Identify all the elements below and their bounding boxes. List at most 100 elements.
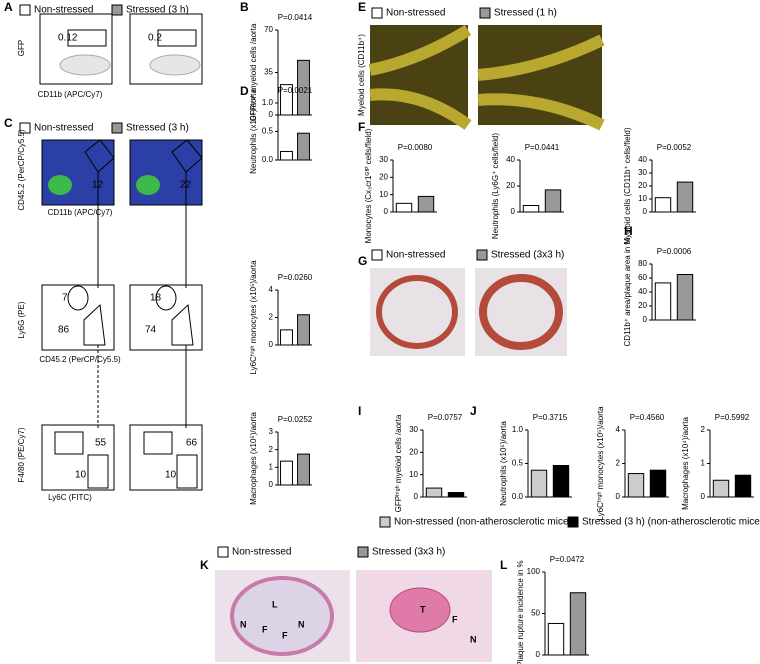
y-tick-label: 0 bbox=[511, 207, 516, 216]
y-axis-label: Plaque rupture incidence in % bbox=[516, 560, 525, 664]
y-tick-label: 0 bbox=[269, 480, 274, 489]
gate bbox=[157, 29, 197, 47]
panel-letter: C bbox=[4, 116, 13, 130]
vessel-wall bbox=[230, 576, 334, 656]
legend-swatch bbox=[19, 122, 31, 134]
bar bbox=[569, 592, 587, 656]
legend-swatch bbox=[476, 249, 488, 261]
legend-swatch bbox=[111, 122, 123, 134]
y-tick-label: 40 bbox=[506, 155, 515, 164]
bar bbox=[297, 59, 310, 116]
p-value: P=0.0252 bbox=[278, 415, 313, 424]
gate-value: 66 bbox=[186, 438, 198, 449]
bar bbox=[297, 132, 310, 161]
legend-label: Stressed (3 h) (non-atherosclerotic mice… bbox=[582, 517, 760, 528]
bar bbox=[297, 453, 310, 486]
bar bbox=[676, 181, 694, 213]
y-tick-label: 0 bbox=[414, 492, 419, 501]
bar bbox=[712, 479, 730, 498]
flow-axis-label: CD45.2 (PerCP/Cy5.5) bbox=[39, 355, 121, 364]
flow-axis-label: CD11b (APC/Cy7) bbox=[38, 90, 103, 99]
gate-value: 86 bbox=[58, 325, 70, 336]
image-label: Myeloid cells (CD11b⁺) bbox=[357, 34, 366, 116]
y-tick-label: 40 bbox=[638, 155, 647, 164]
y-axis-label: Neutrophils (x10⁵)/aorta bbox=[249, 89, 258, 174]
y-tick-label: 30 bbox=[379, 155, 388, 164]
y-tick-label: 0.5 bbox=[262, 127, 274, 136]
bar bbox=[280, 329, 293, 346]
y-axis-label: Monocytes (Cx₃cr1ᴳᶠᴾ cells/field) bbox=[364, 128, 373, 243]
gate-value: 0.2 bbox=[148, 33, 162, 44]
panel-letter: L bbox=[500, 558, 507, 572]
flow-axis-label: CD45.2 (PerCP/Cy5.5) bbox=[17, 129, 26, 211]
gate bbox=[67, 29, 107, 47]
bar bbox=[544, 189, 562, 213]
y-axis-label: Myeloid cells (CD11b⁺ cells/field) bbox=[623, 127, 632, 244]
legend-label: Stressed (3 h) bbox=[126, 5, 189, 16]
histology-label: T bbox=[420, 604, 426, 614]
y-tick-label: 100 bbox=[527, 567, 541, 576]
gate-value: 12 bbox=[92, 180, 104, 191]
bar bbox=[734, 474, 752, 498]
y-axis-label: Neutrophils (Ly6G⁺ cells/field) bbox=[491, 133, 500, 240]
legend-label: Stressed (1 h) bbox=[494, 8, 557, 19]
contour bbox=[59, 54, 111, 76]
y-axis-label: Macrophages (x10⁵)/aorta bbox=[249, 412, 258, 505]
histology-image bbox=[475, 268, 567, 356]
y-tick-label: 4 bbox=[616, 425, 621, 434]
y-tick-label: 0 bbox=[269, 110, 274, 119]
y-tick-label: 2 bbox=[269, 445, 274, 454]
legend-swatch bbox=[19, 4, 31, 16]
legend-swatch bbox=[567, 516, 579, 528]
p-value: P=0.4560 bbox=[630, 413, 665, 422]
histology-label: N bbox=[470, 634, 477, 644]
y-tick-label: 20 bbox=[409, 447, 418, 456]
panel-letter: J bbox=[470, 404, 477, 418]
y-tick-label: 50 bbox=[531, 609, 540, 618]
p-value: P=0.5992 bbox=[715, 413, 750, 422]
histology-label: N bbox=[240, 619, 247, 629]
panel-letter: D bbox=[240, 84, 249, 98]
y-axis-label: Macrophages (x10⁴)/aorta bbox=[681, 417, 690, 510]
flow-axis-label: GFP bbox=[17, 40, 26, 56]
panel-letter: K bbox=[200, 558, 209, 572]
bar bbox=[522, 205, 540, 213]
bar bbox=[417, 195, 435, 213]
panel-letter: I bbox=[358, 404, 361, 418]
bar bbox=[280, 460, 293, 486]
flow-axis-label: CD11b (APC/Cy7) bbox=[48, 208, 113, 217]
p-value: P=0.0260 bbox=[278, 273, 313, 282]
bar bbox=[447, 492, 465, 498]
bar bbox=[530, 469, 548, 498]
legend-label: Stressed (3 h) bbox=[126, 123, 189, 134]
bar bbox=[627, 473, 645, 498]
y-tick-label: 1.0 bbox=[512, 425, 524, 434]
y-tick-label: 20 bbox=[638, 181, 647, 190]
y-tick-label: 10 bbox=[638, 194, 647, 203]
histology-label: F bbox=[262, 624, 268, 634]
legend-label: Non-stressed bbox=[386, 8, 445, 19]
y-tick-label: 4 bbox=[269, 285, 274, 294]
y-tick-label: 1.0 bbox=[262, 98, 274, 107]
bar bbox=[297, 314, 310, 346]
vessel bbox=[368, 24, 605, 131]
legend-label: Stressed (3x3 h) bbox=[491, 250, 564, 261]
p-value: P=0.0080 bbox=[398, 143, 433, 152]
panel-letter: G bbox=[358, 254, 367, 268]
y-tick-label: 35 bbox=[264, 68, 273, 77]
bar bbox=[425, 487, 443, 498]
gate-value: 0.12 bbox=[58, 33, 78, 44]
y-tick-label: 1 bbox=[269, 462, 274, 471]
histology-label: L bbox=[272, 599, 278, 609]
gate-value: 7 bbox=[62, 293, 68, 304]
y-tick-label: 2 bbox=[701, 425, 706, 434]
panel-letter: H bbox=[624, 224, 633, 238]
panel-letter: F bbox=[358, 120, 365, 134]
flow-axis-label: F4/80 (PE/Cy7) bbox=[17, 427, 26, 482]
y-tick-label: 20 bbox=[638, 301, 647, 310]
p-value: P=0.3715 bbox=[533, 413, 568, 422]
y-axis-label: Ly6Cʰⁱᵍʰ monocytes (x10⁵)/aorta bbox=[596, 406, 605, 521]
y-tick-label: 0.0 bbox=[262, 155, 274, 164]
bar bbox=[395, 202, 413, 213]
